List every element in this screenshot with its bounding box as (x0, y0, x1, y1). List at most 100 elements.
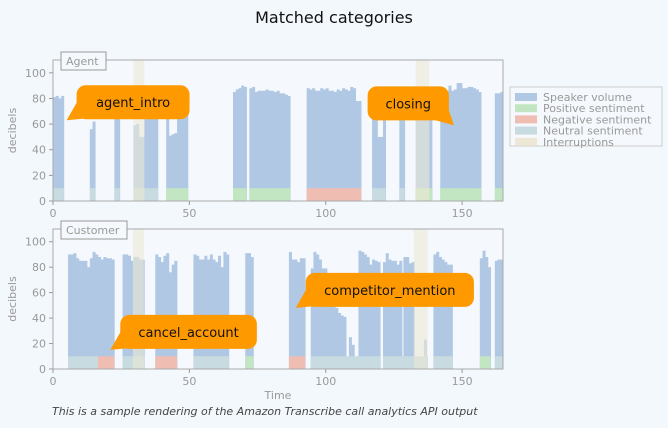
volume-bar (92, 121, 96, 201)
volume-bar (324, 268, 328, 369)
volume-bar (488, 267, 492, 369)
volume-bar (340, 315, 344, 369)
volume-bar (171, 134, 175, 201)
interruption-band (132, 229, 144, 369)
positive-sentiment-band (440, 188, 482, 201)
panel-label: Customer (66, 224, 120, 237)
callout-agent-intro: agent_intro (66, 85, 190, 121)
volume-bar (361, 251, 365, 369)
y-tick-label: 60 (32, 287, 46, 300)
volume-bar (89, 258, 93, 369)
volume-bar (58, 98, 62, 201)
volume-bar (81, 260, 85, 369)
volume-bar (294, 259, 298, 369)
volume-bar (358, 250, 362, 369)
panel-label: Agent (66, 55, 99, 68)
volume-bar (223, 251, 227, 369)
legend-entry: Positive sentiment (543, 102, 645, 115)
volume-bar (111, 259, 115, 369)
volume-bar (53, 97, 57, 201)
legend-entry: Neutral sentiment (543, 125, 643, 138)
volume-bar (383, 93, 387, 201)
volume-bar (250, 257, 254, 369)
volume-bar (470, 86, 474, 201)
panel-label-box (60, 220, 128, 240)
volume-bar (475, 89, 479, 201)
volume-bar (408, 263, 412, 369)
volume-bar (95, 254, 99, 369)
volume-bar (122, 254, 126, 369)
volume-bar (464, 88, 468, 201)
volume-bar (391, 260, 395, 369)
volume-bar (323, 89, 327, 201)
volume-bar (344, 89, 348, 201)
volume-bar (314, 90, 318, 201)
volume-bar (166, 253, 170, 369)
callout-competitor-mention: competitor_mention (295, 272, 474, 308)
volume-bar (353, 88, 357, 201)
volume-bar (447, 264, 451, 369)
volume-bar (473, 88, 477, 201)
positive-sentiment-band (249, 188, 291, 201)
volume-bar (396, 264, 400, 369)
legend-swatch (515, 126, 537, 135)
volume-bar (479, 258, 483, 369)
volume-bar (497, 259, 501, 369)
volume-bar (78, 260, 82, 369)
negative-sentiment-band (98, 356, 115, 369)
neutral-sentiment-band (193, 356, 229, 369)
volume-bar (299, 258, 303, 369)
plot-frame (52, 59, 504, 202)
volume-bar (185, 95, 189, 201)
x-tick-label: 100 (315, 207, 336, 220)
volume-bar (336, 89, 340, 201)
positive-sentiment-band (245, 356, 254, 369)
volume-bar (316, 254, 320, 369)
volume-bar (478, 92, 482, 201)
volume-bar (98, 257, 102, 369)
volume-bar (462, 88, 466, 201)
volume-bar (158, 257, 162, 369)
volume-bar (388, 259, 392, 369)
volume-bar (297, 262, 301, 369)
x-tick-label: 100 (315, 375, 336, 388)
volume-bar (201, 259, 205, 369)
negative-sentiment-band (288, 356, 306, 369)
x-tick-label: 50 (182, 375, 196, 388)
volume-bar (482, 250, 486, 369)
neutral-sentiment-band (372, 188, 386, 201)
x-tick-label: 0 (50, 207, 57, 220)
legend-swatch (515, 137, 537, 146)
callout-label: agent_intro (96, 96, 170, 111)
volume-bar (411, 262, 415, 369)
volume-bar (403, 257, 407, 369)
callout-box (120, 314, 257, 349)
positive-sentiment-band (233, 188, 247, 201)
volume-bar (263, 90, 267, 201)
volume-bar (218, 255, 222, 369)
volume-bar (485, 257, 489, 369)
legend-swatch (515, 93, 537, 101)
x-tick-label: 0 (50, 375, 57, 388)
volume-bar (291, 259, 295, 369)
volume-bar (332, 302, 336, 369)
volume-bar (343, 316, 347, 369)
legend-entry: Interruptions (543, 136, 614, 149)
volume-bar (393, 260, 397, 369)
volume-bar (444, 262, 448, 369)
volume-bar (117, 88, 121, 201)
neutral-sentiment-band (114, 188, 120, 201)
y-tick-label: 0 (39, 195, 46, 208)
callout-box (76, 85, 190, 120)
volume-bar (128, 255, 132, 369)
volume-bar (238, 88, 242, 201)
callout-label: cancel_account (138, 326, 238, 341)
volume-bar (254, 92, 258, 201)
y-tick-label: 100 (25, 67, 46, 80)
volume-bar (257, 90, 261, 201)
x-tick-label: 50 (182, 207, 196, 220)
volume-bar (204, 255, 208, 369)
volume-bar (453, 89, 457, 201)
